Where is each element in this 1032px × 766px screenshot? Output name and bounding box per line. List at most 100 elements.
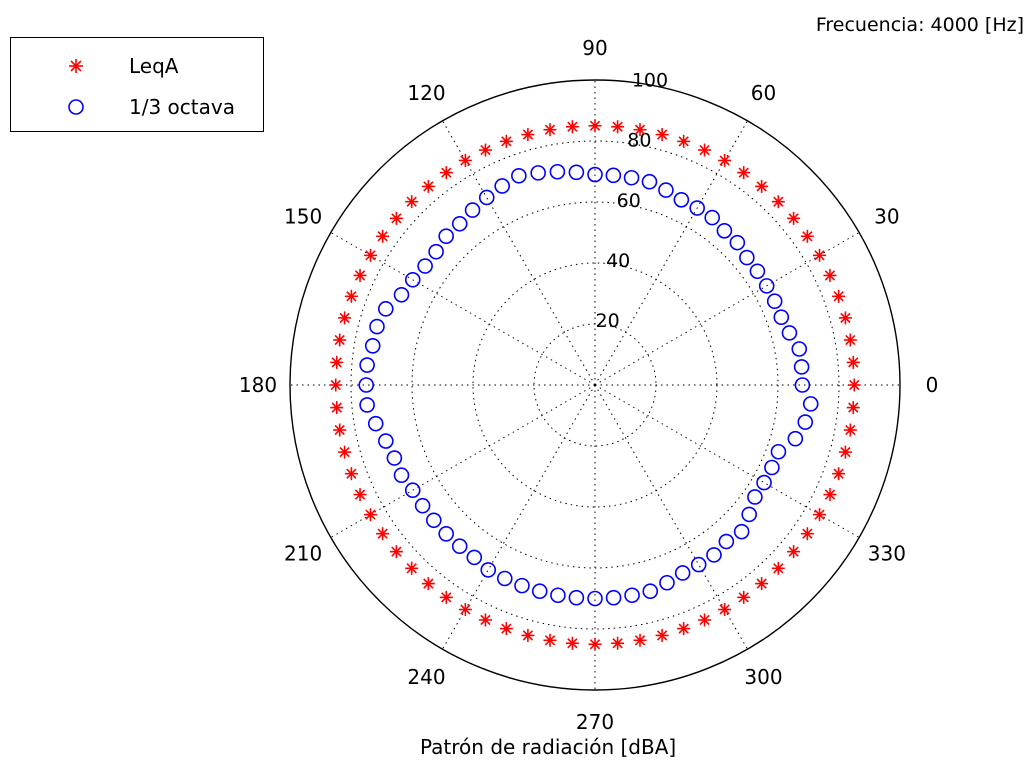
octave-point: [359, 397, 375, 413]
circle-marker-icon: [61, 93, 91, 121]
octave-point: [658, 182, 674, 198]
leqa-point: [363, 248, 377, 262]
leqa-point: [846, 401, 860, 415]
octave-point: [359, 357, 375, 373]
leqa-point: [338, 445, 352, 459]
radial-tick-label-40: 40: [606, 250, 630, 272]
leqa-point: [333, 333, 347, 347]
x-axis-label: Patrón de radiación [dBA]: [420, 735, 677, 759]
octave-point: [704, 209, 721, 226]
leqa-point: [499, 134, 513, 148]
leqa-point: [344, 289, 358, 303]
angle-tick-label-330: 330: [868, 542, 906, 566]
leqa-point: [737, 590, 751, 604]
angle-tick-label-150: 150: [284, 205, 322, 229]
leqa-point: [543, 633, 557, 647]
octave-point: [466, 549, 483, 566]
octave-point: [378, 433, 394, 449]
leqa-point: [677, 134, 691, 148]
leqa-point: [655, 128, 669, 142]
leqa-point: [458, 153, 472, 167]
octave-point: [674, 565, 691, 581]
octave-point: [369, 318, 385, 335]
leqa-point: [565, 120, 579, 134]
octave-point: [794, 377, 811, 393]
leqa-point: [405, 195, 419, 209]
leqa-point: [813, 508, 827, 522]
octave-point: [531, 583, 548, 600]
octave-point: [718, 533, 735, 550]
leqa-point: [389, 211, 403, 225]
leqa-point: [543, 123, 557, 137]
octave-point: [758, 278, 775, 294]
octave-point: [367, 415, 384, 432]
leqa-point: [800, 527, 814, 541]
leqa-point: [329, 378, 343, 392]
octave-point: [787, 430, 804, 447]
octave-point: [428, 243, 444, 260]
octave-point: [549, 163, 566, 180]
octave-point: [802, 396, 819, 412]
leqa-point: [565, 636, 579, 650]
octave-point: [451, 215, 468, 232]
legend-label-octave: 1/3 octava: [129, 95, 235, 119]
radial-tick-label-80: 80: [627, 130, 651, 152]
octave-point: [741, 506, 758, 523]
leqa-point: [330, 355, 344, 369]
octave-point: [791, 341, 808, 357]
leqa-point: [376, 527, 390, 541]
octave-point: [766, 293, 783, 310]
leqa-point: [478, 143, 492, 157]
legend-entry-octave: 1/3 octava: [11, 93, 263, 121]
data-series: [329, 119, 861, 651]
series-third-octave: [358, 163, 819, 607]
spoke-30: [594, 232, 860, 386]
octave-point: [773, 309, 790, 325]
leqa-point: [633, 633, 647, 647]
leqa-point: [611, 120, 625, 134]
leqa-point: [698, 143, 712, 157]
leqa-point: [521, 628, 535, 642]
leqa-point: [330, 401, 344, 415]
polar-axes: 0 30 60 90 120 150 180 210 240 270 300 330 20 40 60 80 1…: [239, 36, 938, 734]
angle-tick-label-270: 270: [576, 710, 614, 734]
octave-point: [438, 526, 454, 542]
octave-point: [764, 459, 780, 476]
leqa-point: [338, 311, 352, 325]
leqa-point: [718, 153, 732, 167]
leqa-point: [353, 488, 367, 502]
octave-point: [464, 202, 481, 218]
octave-point: [514, 577, 530, 594]
octave-point: [425, 512, 442, 529]
angle-tick-label-60: 60: [751, 81, 776, 105]
octave-point: [716, 223, 733, 239]
leqa-point: [333, 423, 347, 437]
octave-point: [739, 249, 755, 266]
octave-point: [793, 359, 810, 375]
octave-point: [770, 443, 787, 460]
leqa-point: [823, 268, 837, 282]
octave-point: [706, 547, 722, 563]
leqa-point: [677, 622, 691, 636]
octave-point: [689, 200, 705, 216]
angle-tick-label-240: 240: [407, 665, 445, 689]
octave-point: [623, 169, 640, 186]
octave-point: [747, 489, 763, 505]
leqa-point: [421, 179, 435, 193]
octave-point: [404, 482, 421, 499]
spoke-60: [594, 120, 748, 386]
leqa-point: [823, 488, 837, 502]
octave-point: [690, 556, 707, 573]
octave-point: [729, 234, 746, 251]
octave-point: [364, 338, 381, 354]
leqa-point: [846, 355, 860, 369]
angle-tick-label-30: 30: [874, 205, 899, 229]
octave-point: [624, 587, 640, 604]
octave-point: [451, 538, 468, 555]
leqa-point: [633, 123, 647, 137]
angle-tick-label-120: 120: [407, 81, 445, 105]
octave-point: [478, 189, 495, 206]
octave-point: [550, 587, 566, 604]
octave-point: [673, 192, 690, 208]
